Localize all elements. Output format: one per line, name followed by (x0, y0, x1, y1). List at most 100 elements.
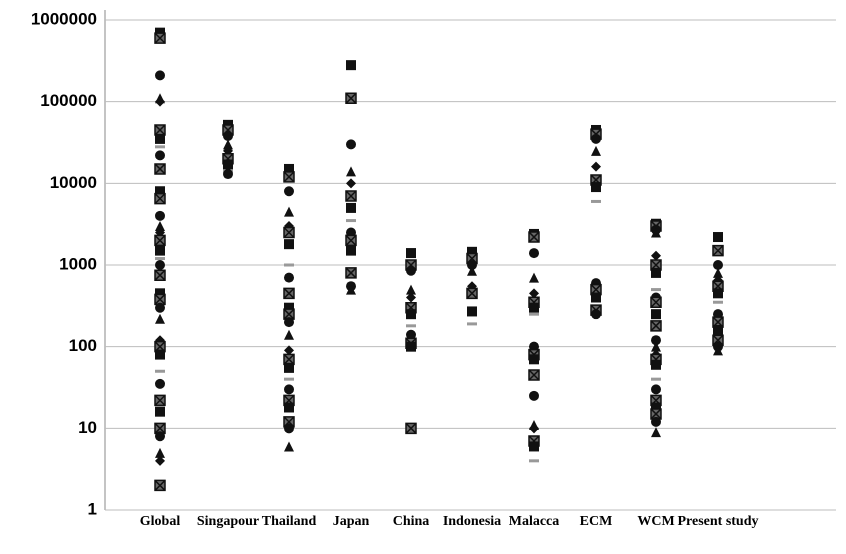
y-tick-label: 1000000 (31, 9, 97, 28)
point (466, 287, 478, 300)
point (713, 232, 723, 243)
point (155, 302, 165, 313)
y-tick-label: 1000 (59, 254, 97, 273)
point (467, 260, 477, 270)
x-tick-label: Global (140, 514, 181, 529)
point (283, 287, 295, 300)
point (155, 406, 165, 417)
point (467, 306, 477, 317)
point (284, 423, 294, 434)
point (284, 329, 294, 340)
point (284, 377, 294, 381)
point (154, 124, 166, 136)
point (223, 169, 233, 180)
point (154, 394, 166, 407)
point (346, 139, 356, 150)
point (155, 455, 165, 466)
point (529, 312, 539, 316)
point (651, 384, 661, 395)
point (591, 145, 601, 156)
y-tick-label: 10000 (50, 173, 97, 192)
point (591, 161, 601, 172)
point (284, 402, 294, 413)
y-tick-label: 100000 (40, 91, 97, 110)
point (529, 441, 539, 452)
point (284, 441, 294, 452)
x-tick-label: China (393, 514, 430, 529)
point (406, 265, 416, 276)
point (346, 284, 356, 295)
point (154, 422, 166, 435)
y-tick-label: 1 (88, 499, 97, 518)
x-tick-label: Thailand (262, 514, 317, 529)
point (346, 245, 356, 256)
point (284, 345, 294, 356)
point (345, 234, 357, 247)
point (713, 324, 723, 335)
point (467, 265, 477, 276)
point (155, 150, 165, 161)
point (713, 300, 723, 304)
point (154, 192, 166, 205)
point (155, 221, 165, 232)
point (528, 231, 540, 243)
point (155, 349, 165, 360)
x-tick-label: Present study (677, 514, 758, 529)
point (651, 427, 661, 438)
x-tick-label: Malacca (509, 514, 560, 529)
point (155, 369, 165, 373)
point (155, 70, 165, 81)
point (154, 163, 166, 175)
point (154, 32, 166, 44)
point (346, 219, 356, 223)
point (529, 302, 539, 313)
point (406, 248, 416, 259)
point (712, 244, 724, 257)
point (650, 320, 662, 332)
point (283, 353, 295, 366)
point (406, 324, 416, 328)
point (284, 362, 294, 373)
point (284, 239, 294, 250)
point (591, 309, 601, 320)
point (284, 163, 294, 174)
point (283, 171, 295, 183)
point (346, 60, 356, 71)
point (346, 166, 356, 177)
x-tick-label: Japan (333, 514, 370, 529)
point (406, 284, 416, 295)
point (283, 226, 295, 239)
point (651, 250, 661, 261)
point (223, 130, 233, 141)
point (155, 260, 165, 270)
point (406, 329, 416, 340)
point (405, 422, 417, 435)
x-tick-label: ECM (580, 514, 613, 529)
point (529, 288, 539, 299)
point (155, 378, 165, 389)
point (155, 245, 165, 256)
point (155, 186, 165, 197)
point (529, 248, 539, 259)
point (713, 260, 723, 270)
point (651, 267, 661, 278)
point (651, 227, 661, 238)
point (713, 345, 723, 356)
point (284, 302, 294, 313)
point (223, 139, 233, 150)
point (650, 408, 662, 420)
point (284, 317, 294, 328)
point (155, 210, 165, 221)
point (651, 309, 661, 320)
point (713, 267, 723, 278)
point (284, 272, 294, 283)
point (346, 178, 356, 189)
point (651, 377, 661, 381)
point (529, 354, 539, 365)
x-tick-label: Indonesia (443, 514, 501, 529)
x-tick-label: Singapour (197, 514, 259, 529)
point (651, 288, 661, 292)
point (651, 416, 661, 427)
point (345, 92, 357, 105)
point (284, 206, 294, 217)
